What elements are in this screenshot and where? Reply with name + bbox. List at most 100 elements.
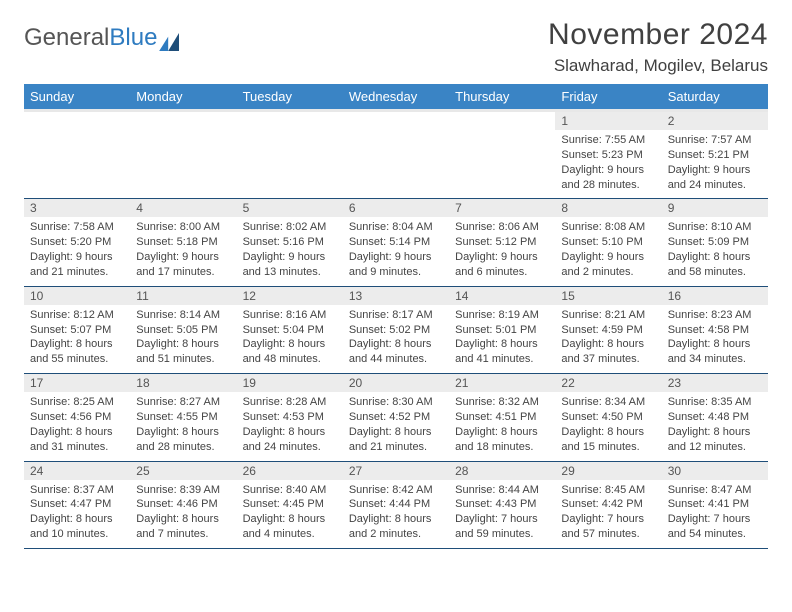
sunrise-text: Sunrise: 8:37 AM bbox=[30, 483, 124, 498]
calendar-cell: 23Sunrise: 8:35 AMSunset: 4:48 PMDayligh… bbox=[662, 374, 768, 461]
daylight-text: Daylight: 7 hours and 57 minutes. bbox=[561, 512, 655, 542]
day-number: 18 bbox=[130, 374, 236, 392]
calendar-cell bbox=[343, 111, 449, 199]
day-number: 13 bbox=[343, 287, 449, 305]
day-number: 24 bbox=[24, 462, 130, 480]
calendar-cell: 6Sunrise: 8:04 AMSunset: 5:14 PMDaylight… bbox=[343, 199, 449, 286]
day-details: Sunrise: 8:16 AMSunset: 5:04 PMDaylight:… bbox=[237, 305, 343, 373]
day-number: 6 bbox=[343, 199, 449, 217]
daylight-text: Daylight: 9 hours and 17 minutes. bbox=[136, 250, 230, 280]
daylight-text: Daylight: 8 hours and 37 minutes. bbox=[561, 337, 655, 367]
day-number: 23 bbox=[662, 374, 768, 392]
day-header-monday: Monday bbox=[130, 84, 236, 111]
sunrise-text: Sunrise: 8:19 AM bbox=[455, 308, 549, 323]
calendar-cell: 5Sunrise: 8:02 AMSunset: 5:16 PMDaylight… bbox=[237, 199, 343, 286]
daylight-text: Daylight: 8 hours and 18 minutes. bbox=[455, 425, 549, 455]
sunset-text: Sunset: 4:48 PM bbox=[668, 410, 762, 425]
daylight-text: Daylight: 8 hours and 2 minutes. bbox=[349, 512, 443, 542]
day-details bbox=[237, 130, 343, 139]
month-title: November 2024 bbox=[548, 18, 768, 52]
calendar-cell bbox=[130, 111, 236, 199]
day-details: Sunrise: 8:19 AMSunset: 5:01 PMDaylight:… bbox=[449, 305, 555, 373]
sunset-text: Sunset: 5:04 PM bbox=[243, 323, 337, 338]
day-header-saturday: Saturday bbox=[662, 84, 768, 111]
day-number bbox=[343, 112, 449, 130]
calendar-cell: 25Sunrise: 8:39 AMSunset: 4:46 PMDayligh… bbox=[130, 461, 236, 548]
day-details: Sunrise: 7:55 AMSunset: 5:23 PMDaylight:… bbox=[555, 130, 661, 198]
day-details: Sunrise: 8:27 AMSunset: 4:55 PMDaylight:… bbox=[130, 392, 236, 460]
daylight-text: Daylight: 8 hours and 44 minutes. bbox=[349, 337, 443, 367]
day-number: 5 bbox=[237, 199, 343, 217]
day-details: Sunrise: 8:08 AMSunset: 5:10 PMDaylight:… bbox=[555, 217, 661, 285]
sunset-text: Sunset: 5:07 PM bbox=[30, 323, 124, 338]
daylight-text: Daylight: 7 hours and 59 minutes. bbox=[455, 512, 549, 542]
day-details: Sunrise: 8:23 AMSunset: 4:58 PMDaylight:… bbox=[662, 305, 768, 373]
sunrise-text: Sunrise: 8:34 AM bbox=[561, 395, 655, 410]
sunset-text: Sunset: 4:56 PM bbox=[30, 410, 124, 425]
calendar-week: 24Sunrise: 8:37 AMSunset: 4:47 PMDayligh… bbox=[24, 461, 768, 548]
day-number: 3 bbox=[24, 199, 130, 217]
sunset-text: Sunset: 4:55 PM bbox=[136, 410, 230, 425]
sunset-text: Sunset: 4:45 PM bbox=[243, 497, 337, 512]
day-details: Sunrise: 8:42 AMSunset: 4:44 PMDaylight:… bbox=[343, 480, 449, 548]
sunset-text: Sunset: 4:42 PM bbox=[561, 497, 655, 512]
sunset-text: Sunset: 4:50 PM bbox=[561, 410, 655, 425]
sunrise-text: Sunrise: 8:40 AM bbox=[243, 483, 337, 498]
daylight-text: Daylight: 8 hours and 10 minutes. bbox=[30, 512, 124, 542]
sunset-text: Sunset: 4:51 PM bbox=[455, 410, 549, 425]
day-number: 25 bbox=[130, 462, 236, 480]
day-details: Sunrise: 7:57 AMSunset: 5:21 PMDaylight:… bbox=[662, 130, 768, 198]
calendar-cell: 7Sunrise: 8:06 AMSunset: 5:12 PMDaylight… bbox=[449, 199, 555, 286]
sunrise-text: Sunrise: 8:00 AM bbox=[136, 220, 230, 235]
calendar-week: 3Sunrise: 7:58 AMSunset: 5:20 PMDaylight… bbox=[24, 199, 768, 286]
day-number: 28 bbox=[449, 462, 555, 480]
calendar-cell bbox=[24, 111, 130, 199]
day-details: Sunrise: 8:44 AMSunset: 4:43 PMDaylight:… bbox=[449, 480, 555, 548]
daylight-text: Daylight: 8 hours and 15 minutes. bbox=[561, 425, 655, 455]
logo-text-general: General bbox=[24, 24, 109, 52]
day-number bbox=[24, 112, 130, 130]
calendar-week: 10Sunrise: 8:12 AMSunset: 5:07 PMDayligh… bbox=[24, 286, 768, 373]
sunrise-text: Sunrise: 8:16 AM bbox=[243, 308, 337, 323]
daylight-text: Daylight: 8 hours and 21 minutes. bbox=[349, 425, 443, 455]
day-number: 20 bbox=[343, 374, 449, 392]
day-header-sunday: Sunday bbox=[24, 84, 130, 111]
day-number: 4 bbox=[130, 199, 236, 217]
day-number: 17 bbox=[24, 374, 130, 392]
daylight-text: Daylight: 9 hours and 9 minutes. bbox=[349, 250, 443, 280]
day-details: Sunrise: 8:00 AMSunset: 5:18 PMDaylight:… bbox=[130, 217, 236, 285]
calendar-week: 1Sunrise: 7:55 AMSunset: 5:23 PMDaylight… bbox=[24, 111, 768, 199]
day-details: Sunrise: 8:28 AMSunset: 4:53 PMDaylight:… bbox=[237, 392, 343, 460]
day-details: Sunrise: 8:02 AMSunset: 5:16 PMDaylight:… bbox=[237, 217, 343, 285]
day-number: 11 bbox=[130, 287, 236, 305]
day-number: 8 bbox=[555, 199, 661, 217]
calendar-cell bbox=[449, 111, 555, 199]
day-details: Sunrise: 8:04 AMSunset: 5:14 PMDaylight:… bbox=[343, 217, 449, 285]
daylight-text: Daylight: 8 hours and 12 minutes. bbox=[668, 425, 762, 455]
sunset-text: Sunset: 5:16 PM bbox=[243, 235, 337, 250]
day-details: Sunrise: 8:37 AMSunset: 4:47 PMDaylight:… bbox=[24, 480, 130, 548]
day-number: 21 bbox=[449, 374, 555, 392]
day-details: Sunrise: 8:32 AMSunset: 4:51 PMDaylight:… bbox=[449, 392, 555, 460]
day-details: Sunrise: 7:58 AMSunset: 5:20 PMDaylight:… bbox=[24, 217, 130, 285]
daylight-text: Daylight: 8 hours and 51 minutes. bbox=[136, 337, 230, 367]
day-details: Sunrise: 8:17 AMSunset: 5:02 PMDaylight:… bbox=[343, 305, 449, 373]
day-number: 26 bbox=[237, 462, 343, 480]
sunrise-text: Sunrise: 8:08 AM bbox=[561, 220, 655, 235]
daylight-text: Daylight: 8 hours and 28 minutes. bbox=[136, 425, 230, 455]
sunset-text: Sunset: 4:53 PM bbox=[243, 410, 337, 425]
calendar-week: 17Sunrise: 8:25 AMSunset: 4:56 PMDayligh… bbox=[24, 374, 768, 461]
daylight-text: Daylight: 8 hours and 4 minutes. bbox=[243, 512, 337, 542]
daylight-text: Daylight: 8 hours and 55 minutes. bbox=[30, 337, 124, 367]
day-number: 14 bbox=[449, 287, 555, 305]
sunrise-text: Sunrise: 8:10 AM bbox=[668, 220, 762, 235]
sunset-text: Sunset: 5:12 PM bbox=[455, 235, 549, 250]
sunset-text: Sunset: 5:05 PM bbox=[136, 323, 230, 338]
sunset-text: Sunset: 5:21 PM bbox=[668, 148, 762, 163]
location-subtitle: Slawharad, Mogilev, Belarus bbox=[548, 56, 768, 76]
day-number bbox=[237, 112, 343, 130]
day-details: Sunrise: 8:12 AMSunset: 5:07 PMDaylight:… bbox=[24, 305, 130, 373]
calendar-cell: 20Sunrise: 8:30 AMSunset: 4:52 PMDayligh… bbox=[343, 374, 449, 461]
sunset-text: Sunset: 4:46 PM bbox=[136, 497, 230, 512]
daylight-text: Daylight: 7 hours and 54 minutes. bbox=[668, 512, 762, 542]
